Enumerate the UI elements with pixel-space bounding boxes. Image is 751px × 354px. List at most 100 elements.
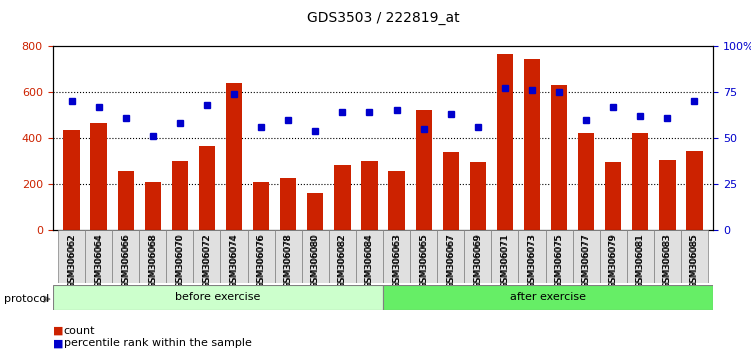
Bar bbox=[307, 193, 324, 230]
FancyBboxPatch shape bbox=[437, 230, 464, 283]
Text: GSM306079: GSM306079 bbox=[609, 233, 618, 288]
Text: GSM306062: GSM306062 bbox=[67, 234, 76, 289]
FancyBboxPatch shape bbox=[572, 230, 600, 283]
Text: GSM306076: GSM306076 bbox=[257, 233, 266, 288]
Bar bbox=[469, 162, 486, 230]
Text: GSM306065: GSM306065 bbox=[419, 233, 428, 288]
Text: GSM306063: GSM306063 bbox=[392, 234, 401, 289]
Bar bbox=[118, 171, 134, 230]
Text: GSM306073: GSM306073 bbox=[527, 234, 536, 289]
Text: GSM306075: GSM306075 bbox=[554, 234, 563, 289]
FancyBboxPatch shape bbox=[85, 230, 112, 283]
FancyBboxPatch shape bbox=[139, 230, 166, 283]
Text: GSM306085: GSM306085 bbox=[690, 233, 699, 288]
FancyBboxPatch shape bbox=[383, 285, 713, 310]
FancyBboxPatch shape bbox=[302, 230, 329, 283]
Text: GSM306072: GSM306072 bbox=[203, 234, 212, 289]
FancyBboxPatch shape bbox=[194, 230, 221, 283]
FancyBboxPatch shape bbox=[221, 230, 248, 283]
FancyBboxPatch shape bbox=[654, 230, 681, 283]
Bar bbox=[280, 178, 297, 230]
Text: ■: ■ bbox=[53, 326, 63, 336]
Text: GSM306064: GSM306064 bbox=[94, 233, 103, 288]
Text: GSM306063: GSM306063 bbox=[392, 233, 401, 288]
Text: GSM306065: GSM306065 bbox=[419, 234, 428, 289]
Bar bbox=[63, 130, 80, 230]
Bar bbox=[605, 162, 621, 230]
FancyBboxPatch shape bbox=[166, 230, 194, 283]
Text: GSM306067: GSM306067 bbox=[446, 234, 455, 289]
Bar bbox=[551, 85, 567, 230]
Bar bbox=[578, 133, 594, 230]
Text: GSM306084: GSM306084 bbox=[365, 233, 374, 288]
Text: GSM306066: GSM306066 bbox=[121, 234, 130, 289]
Text: protocol: protocol bbox=[4, 294, 49, 304]
Bar bbox=[334, 165, 351, 230]
Text: GSM306068: GSM306068 bbox=[148, 234, 157, 289]
Text: GSM306072: GSM306072 bbox=[203, 233, 212, 288]
FancyBboxPatch shape bbox=[600, 230, 627, 283]
Text: GSM306081: GSM306081 bbox=[636, 234, 645, 289]
FancyBboxPatch shape bbox=[464, 230, 491, 283]
Bar bbox=[172, 161, 188, 230]
FancyBboxPatch shape bbox=[329, 230, 356, 283]
Bar bbox=[199, 146, 215, 230]
Bar bbox=[659, 160, 676, 230]
FancyBboxPatch shape bbox=[356, 230, 383, 283]
Text: GSM306076: GSM306076 bbox=[257, 234, 266, 289]
Text: GSM306082: GSM306082 bbox=[338, 233, 347, 288]
Text: GSM306075: GSM306075 bbox=[554, 233, 563, 288]
Bar bbox=[524, 59, 540, 230]
Bar bbox=[388, 171, 405, 230]
Text: GDS3503 / 222819_at: GDS3503 / 222819_at bbox=[306, 11, 460, 25]
Bar bbox=[415, 110, 432, 230]
Text: GSM306079: GSM306079 bbox=[609, 234, 618, 289]
Text: GSM306069: GSM306069 bbox=[473, 234, 482, 289]
Text: GSM306082: GSM306082 bbox=[338, 234, 347, 289]
Text: GSM306077: GSM306077 bbox=[581, 234, 590, 289]
FancyBboxPatch shape bbox=[53, 285, 383, 310]
Text: GSM306068: GSM306068 bbox=[148, 233, 157, 288]
Text: GSM306067: GSM306067 bbox=[446, 233, 455, 288]
Text: GSM306078: GSM306078 bbox=[284, 234, 293, 289]
Bar bbox=[442, 152, 459, 230]
Text: after exercise: after exercise bbox=[510, 292, 587, 302]
FancyBboxPatch shape bbox=[275, 230, 302, 283]
FancyBboxPatch shape bbox=[112, 230, 139, 283]
Text: GSM306070: GSM306070 bbox=[176, 233, 185, 288]
Text: GSM306074: GSM306074 bbox=[230, 233, 239, 288]
Bar bbox=[361, 161, 378, 230]
FancyBboxPatch shape bbox=[383, 230, 410, 283]
FancyBboxPatch shape bbox=[491, 230, 518, 283]
Text: ■: ■ bbox=[53, 338, 63, 348]
Text: GSM306084: GSM306084 bbox=[365, 234, 374, 289]
FancyBboxPatch shape bbox=[545, 230, 572, 283]
Bar bbox=[145, 182, 161, 230]
Text: GSM306083: GSM306083 bbox=[663, 234, 672, 289]
Text: GSM306071: GSM306071 bbox=[500, 234, 509, 289]
Text: GSM306083: GSM306083 bbox=[663, 233, 672, 288]
FancyBboxPatch shape bbox=[410, 230, 437, 283]
Bar bbox=[90, 123, 107, 230]
Bar bbox=[253, 182, 270, 230]
Text: GSM306073: GSM306073 bbox=[527, 233, 536, 288]
Text: GSM306071: GSM306071 bbox=[500, 233, 509, 288]
Bar bbox=[496, 54, 513, 230]
FancyBboxPatch shape bbox=[58, 230, 85, 283]
Text: GSM306081: GSM306081 bbox=[636, 233, 645, 288]
Text: GSM306069: GSM306069 bbox=[473, 233, 482, 288]
Text: percentile rank within the sample: percentile rank within the sample bbox=[64, 338, 252, 348]
Text: count: count bbox=[64, 326, 95, 336]
Text: before exercise: before exercise bbox=[175, 292, 261, 302]
Text: GSM306080: GSM306080 bbox=[311, 233, 320, 288]
Text: GSM306066: GSM306066 bbox=[121, 233, 130, 288]
Bar bbox=[686, 151, 703, 230]
Bar bbox=[632, 133, 648, 230]
Bar bbox=[226, 83, 242, 230]
Text: GSM306070: GSM306070 bbox=[176, 234, 185, 289]
FancyBboxPatch shape bbox=[518, 230, 545, 283]
Text: GSM306077: GSM306077 bbox=[581, 233, 590, 288]
Text: GSM306074: GSM306074 bbox=[230, 234, 239, 289]
FancyBboxPatch shape bbox=[681, 230, 708, 283]
Text: GSM306078: GSM306078 bbox=[284, 233, 293, 288]
